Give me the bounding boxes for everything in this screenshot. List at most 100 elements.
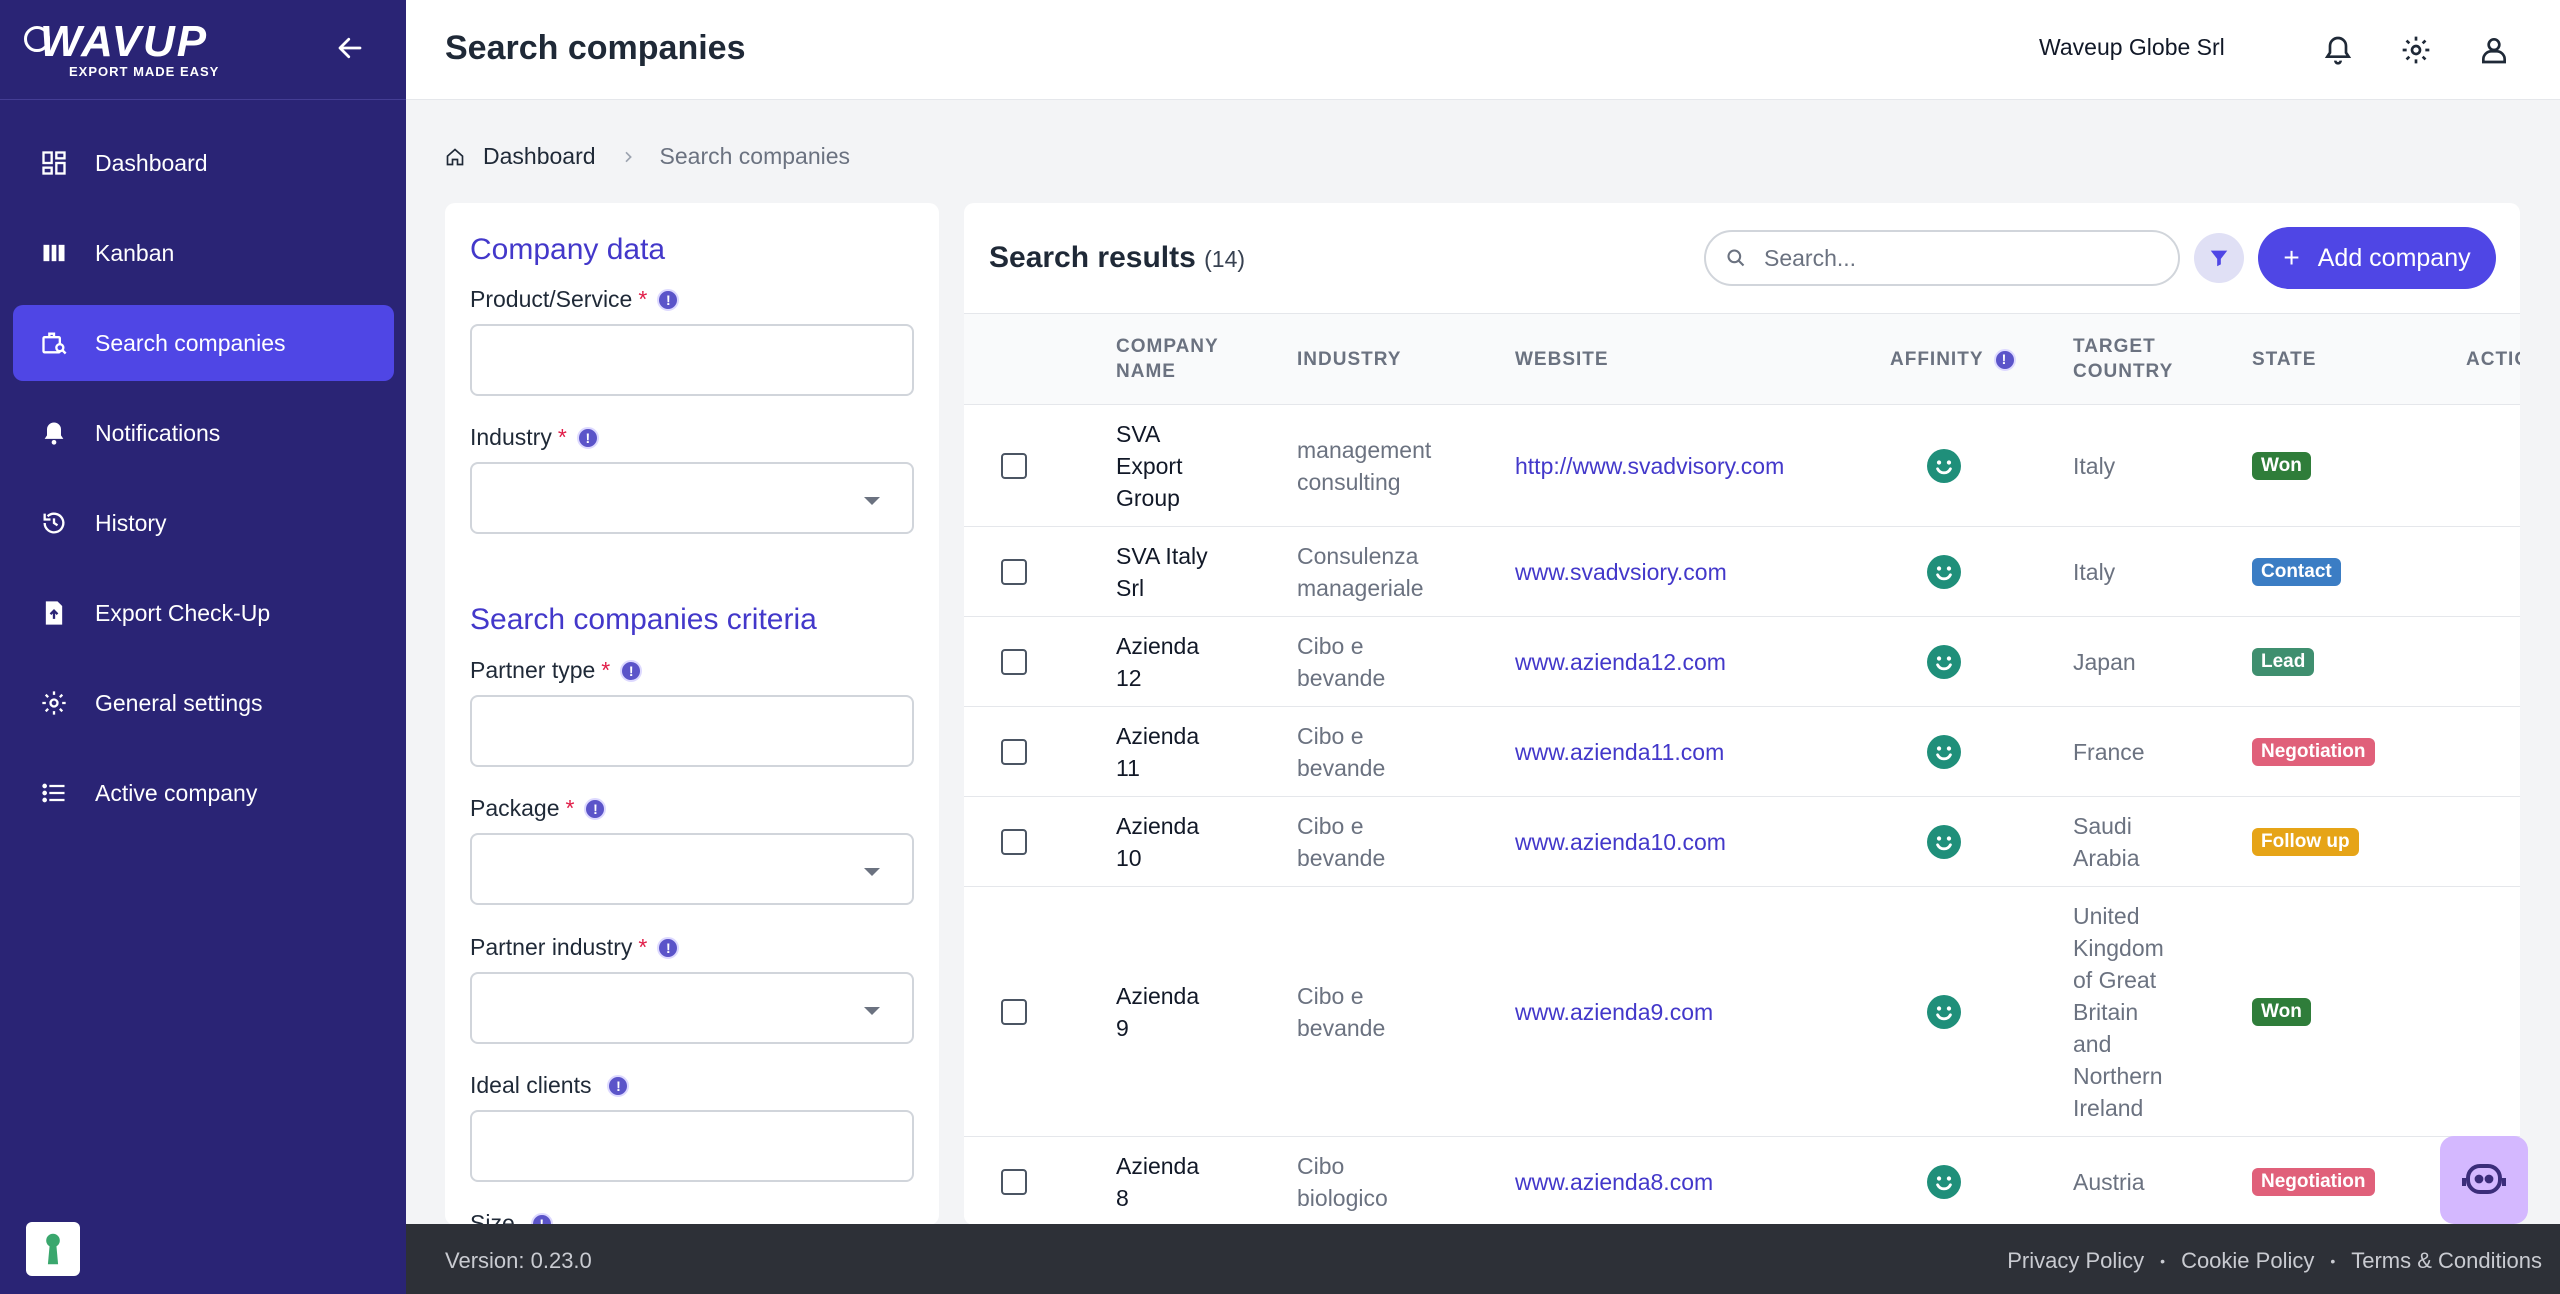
partner-industry-label: Partner industry *! — [470, 934, 680, 961]
settings-button[interactable] — [2396, 30, 2436, 70]
info-icon[interactable]: ! — [1993, 348, 2016, 371]
header-line: AFFINITY — [1890, 349, 1984, 370]
column-state[interactable]: STATE — [2252, 349, 2317, 370]
table-row: SVA Italy Srl Consulenza manageriale www.sva… — [964, 527, 2520, 617]
cookie-policy-link[interactable]: Cookie Policy — [2181, 1248, 2315, 1273]
user-profile-button[interactable] — [2474, 30, 2514, 70]
package-select[interactable] — [470, 833, 914, 905]
column-industry[interactable]: INDUSTRY — [1297, 349, 1402, 370]
required-mark: * — [557, 424, 567, 450]
sidebar-item-search-companies[interactable]: Search companies — [13, 305, 394, 381]
sidebar-item-notifications[interactable]: Notifications — [13, 395, 394, 471]
row-checkbox[interactable] — [1001, 999, 1027, 1025]
chatbot-button[interactable] — [2440, 1136, 2528, 1224]
sidebar-item-history[interactable]: History — [13, 485, 394, 561]
sidebar-item-dashboard[interactable]: Dashboard — [13, 125, 394, 201]
affinity-smile-icon — [1927, 995, 1961, 1029]
row-checkbox[interactable] — [1001, 1169, 1027, 1195]
filter-button[interactable] — [2194, 233, 2244, 283]
keyhole-icon — [46, 1233, 60, 1265]
info-icon[interactable]: ! — [576, 426, 599, 449]
industry-select[interactable] — [470, 462, 914, 534]
table-row: Azienda 9 Cibo e bevande www.azienda9.com Uni… — [964, 887, 2520, 1137]
info-icon[interactable]: ! — [620, 659, 643, 682]
target-country-cell-line: and — [2073, 1031, 2112, 1057]
company-name-cell: Azienda 8 — [1116, 1150, 1236, 1214]
keyhole-button[interactable] — [26, 1222, 80, 1276]
website-link[interactable]: www.svadvsiory.com — [1515, 559, 1727, 585]
industry-label: Industry *! — [470, 424, 599, 451]
top-bar: Search companies Waveup Globe Srl — [406, 0, 2560, 100]
wavup-logo[interactable]: WAVUP EXPORT MADE EASY — [24, 18, 244, 79]
product-service-label: Product/Service *! — [470, 286, 680, 313]
website-link[interactable]: www.azienda9.com — [1515, 999, 1714, 1025]
organization-name[interactable]: Waveup Globe Srl — [2039, 34, 2225, 60]
results-search-box[interactable] — [1704, 230, 2180, 286]
sidebar-item-label: General settings — [95, 689, 263, 716]
website-link[interactable]: http://www.svadvisory.com — [1515, 453, 1785, 479]
company-name-cell-line: 10 — [1116, 845, 1142, 871]
row-checkbox[interactable] — [1001, 559, 1027, 585]
column-target-country[interactable]: TARGET COUNTRY — [2073, 334, 2173, 384]
website-link[interactable]: www.azienda10.com — [1515, 829, 1726, 855]
ideal-clients-input[interactable] — [470, 1110, 914, 1182]
column-affinity[interactable]: AFFINITY! — [1890, 347, 2016, 372]
collapse-sidebar-button[interactable] — [330, 28, 370, 68]
target-country-cell-line: Italy — [2073, 453, 2116, 479]
column-website[interactable]: WEBSITE — [1515, 349, 1609, 370]
table-row: SVA Export Group management consulting http:/… — [964, 405, 2520, 527]
label-text: Ideal clients — [470, 1072, 592, 1098]
row-checkbox[interactable] — [1001, 829, 1027, 855]
header-line: NAME — [1116, 361, 1176, 382]
company-name-cell-line: 9 — [1116, 1015, 1129, 1041]
company-name-cell-line: Azienda — [1116, 813, 1200, 839]
required-mark: * — [565, 795, 575, 821]
home-icon[interactable] — [445, 147, 465, 167]
website-link[interactable]: www.azienda11.com — [1515, 739, 1725, 765]
dashboard-icon — [39, 148, 69, 178]
info-icon[interactable]: ! — [584, 797, 607, 820]
header-line: TARGET — [2073, 336, 2156, 357]
industry-cell-line: Cibo — [1297, 1153, 1345, 1179]
row-checkbox[interactable] — [1001, 453, 1027, 479]
table-header: COMPANY NAME INDUSTRY WEBSITE AFFINITY! T… — [964, 313, 2520, 405]
partner-industry-select[interactable] — [470, 972, 914, 1044]
breadcrumb-dashboard-link[interactable]: Dashboard — [483, 143, 596, 169]
notifications-button[interactable] — [2318, 30, 2358, 70]
sidebar-item-general-settings[interactable]: General settings — [13, 665, 394, 741]
sidebar-header: WAVUP EXPORT MADE EASY — [0, 0, 406, 100]
company-name-cell-line: Azienda — [1116, 1153, 1200, 1179]
website-link[interactable]: www.azienda8.com — [1515, 1169, 1714, 1195]
sidebar-item-export-checkup[interactable]: Export Check-Up — [13, 575, 394, 651]
column-company-name[interactable]: COMPANY NAME — [1116, 334, 1219, 384]
product-service-input[interactable] — [470, 324, 914, 396]
results-title-text: Search results — [989, 241, 1196, 274]
info-icon[interactable]: ! — [607, 1074, 630, 1097]
table-row: Azienda 12 Cibo e bevande www.azienda12.com J… — [964, 617, 2520, 707]
search-input[interactable] — [1764, 244, 2144, 272]
target-country-cell: Saudi Arabia — [2073, 810, 2193, 874]
privacy-policy-link[interactable]: Privacy Policy — [2007, 1248, 2145, 1273]
company-name-cell-line: 12 — [1116, 665, 1142, 691]
info-icon[interactable]: ! — [530, 1212, 553, 1225]
sidebar-item-kanban[interactable]: Kanban — [13, 215, 394, 291]
state-badge: Won — [2252, 452, 2311, 480]
partner-type-input[interactable] — [470, 695, 914, 767]
sidebar-item-active-company[interactable]: Active company — [13, 755, 394, 831]
plus-icon: + — [2283, 242, 2300, 273]
row-checkbox[interactable] — [1001, 649, 1027, 675]
add-company-button[interactable]: + Add company — [2258, 227, 2496, 289]
size-label: Size! — [470, 1210, 553, 1225]
terms-conditions-link[interactable]: Terms & Conditions — [2351, 1248, 2542, 1273]
chevron-right-icon — [624, 151, 632, 162]
company-name-cell-line: SVA Italy — [1116, 543, 1208, 569]
sidebar: WAVUP EXPORT MADE EASY Dashboard Kanban … — [0, 0, 406, 1294]
industry-cell: Cibo e bevande — [1297, 720, 1467, 784]
info-icon[interactable]: ! — [657, 288, 680, 311]
website-link[interactable]: www.azienda12.com — [1515, 649, 1726, 675]
info-icon[interactable]: ! — [657, 936, 680, 959]
affinity-smile-icon — [1927, 449, 1961, 483]
industry-cell-line: bevande — [1297, 755, 1386, 781]
row-checkbox[interactable] — [1001, 739, 1027, 765]
target-country-cell-line: Arabia — [2073, 845, 2140, 871]
